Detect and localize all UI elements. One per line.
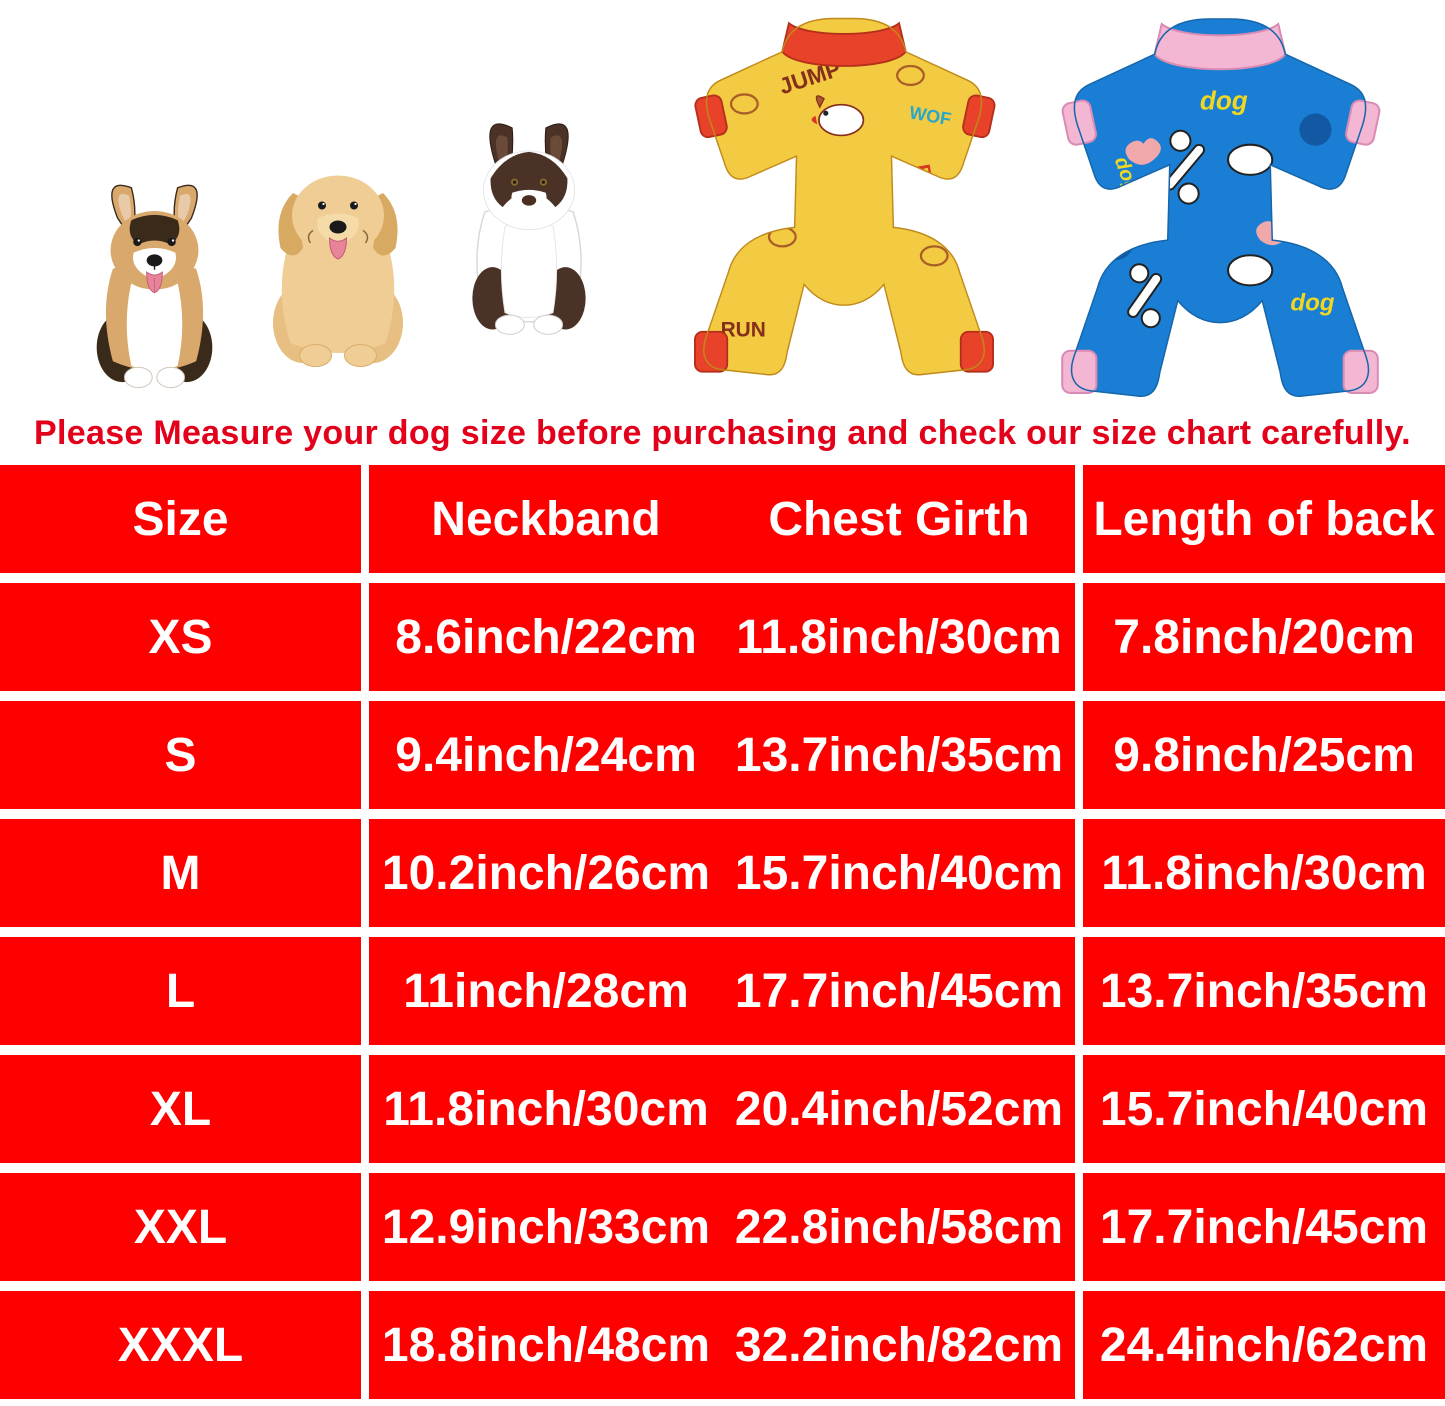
svg-text:dog: dog: [1290, 290, 1334, 317]
svg-text:JUMP: JUMP: [804, 311, 865, 342]
svg-text:dog: dog: [1200, 86, 1248, 116]
